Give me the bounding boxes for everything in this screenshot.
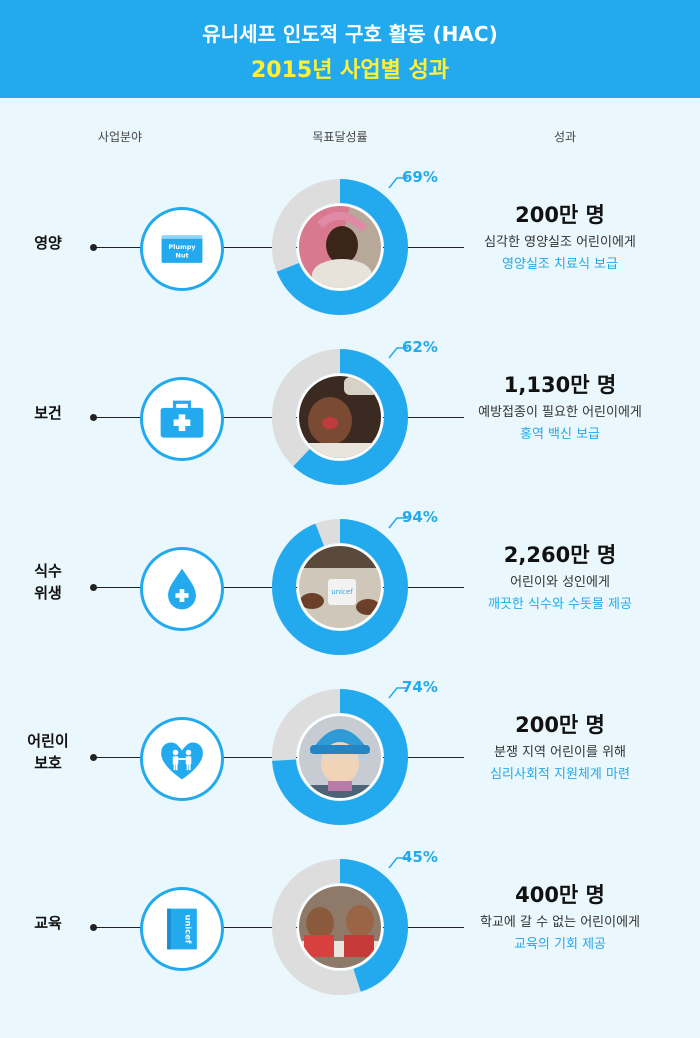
result-amount: 200만 명 [515, 713, 605, 737]
category-label: 영양 [34, 234, 62, 252]
water-drop-icon [140, 547, 224, 631]
result-amount: 200만 명 [515, 203, 605, 227]
donut-chart [272, 179, 408, 315]
result-amount: 1,130만 명 [503, 373, 617, 397]
donut-chart: unicef [272, 519, 408, 655]
category-label: 어린이 보호 [27, 732, 69, 772]
heart-children-icon [140, 717, 224, 801]
connector-dot [90, 754, 97, 761]
pct-leader-line [388, 177, 408, 189]
result-highlight: 홍역 백신 보급 [519, 427, 601, 442]
header-banner: 유니세프 인도적 구호 활동 (HAC) 2015년 사업별 성과 [0, 0, 700, 98]
column-header-category: 사업분야 [97, 130, 143, 144]
donut-arc-어린이 보호 [272, 689, 408, 825]
child-vaccination-photo [299, 376, 381, 458]
percentage-label: 74% [402, 678, 438, 696]
connector-dot [90, 924, 97, 931]
child-nutrition-photo [299, 206, 381, 288]
column-header-result: 성과 [553, 130, 577, 144]
icon-text-line-2: Nut [175, 251, 188, 259]
donut-arc-보건 [272, 349, 408, 485]
icon-text-unicef: unicef [184, 915, 194, 944]
result-highlight: 깨끗한 식수와 수돗물 제공 [488, 597, 632, 612]
column-header-rate: 목표달성률 [312, 130, 368, 144]
category-label: 보건 [34, 404, 62, 422]
result-highlight: 심리사회적 지원체계 마련 [490, 767, 630, 782]
plumpy-nut-icon: Plumpy Nut [140, 207, 224, 291]
result-amount: 2,260만 명 [503, 543, 617, 567]
percentage-label: 69% [402, 168, 438, 186]
donut-arc-영양 [272, 179, 408, 315]
donut-chart [272, 689, 408, 825]
connector-dot [90, 244, 97, 251]
percentage-label: 45% [402, 848, 438, 866]
result-description: 어린이와 성인에게 [510, 575, 610, 590]
result-description: 학교에 갈 수 없는 어린이에게 [479, 915, 641, 930]
result-description: 분쟁 지역 어린이를 위해 [494, 745, 626, 760]
percentage-label: 94% [402, 508, 438, 526]
category-label: 교육 [34, 914, 62, 932]
percentage-label: 62% [402, 338, 438, 356]
page-title: 유니세프 인도적 구호 활동 (HAC) [202, 22, 498, 46]
donut-arc-교육 [272, 859, 408, 995]
connector-dot [90, 584, 97, 591]
pct-leader-line [388, 857, 408, 869]
result-amount: 400만 명 [515, 883, 605, 907]
result-description: 예방접종이 필요한 어린이에게 [478, 405, 642, 420]
pct-leader-line [388, 517, 408, 529]
category-label: 식수 위생 [34, 562, 62, 602]
icon-text-line-1: Plumpy [168, 243, 196, 251]
medical-kit-icon [140, 377, 224, 461]
donut-chart [272, 349, 408, 485]
donut-chart [272, 859, 408, 995]
clean-water-photo: unicef [299, 546, 381, 628]
svg-text:unicef: unicef [331, 588, 353, 596]
result-highlight: 교육의 기회 제공 [514, 937, 606, 952]
pct-leader-line [388, 347, 408, 359]
connector-dot [90, 414, 97, 421]
unicef-book-icon: unicef [140, 887, 224, 971]
classroom-photo [299, 886, 381, 968]
donut-arc-식수 위생 [272, 519, 408, 655]
pct-leader-line [388, 687, 408, 699]
result-highlight: 영양실조 치료식 보급 [502, 257, 618, 272]
result-description: 심각한 영양실조 어린이에게 [484, 235, 636, 250]
page-subtitle: 2015년 사업별 성과 [251, 58, 449, 83]
